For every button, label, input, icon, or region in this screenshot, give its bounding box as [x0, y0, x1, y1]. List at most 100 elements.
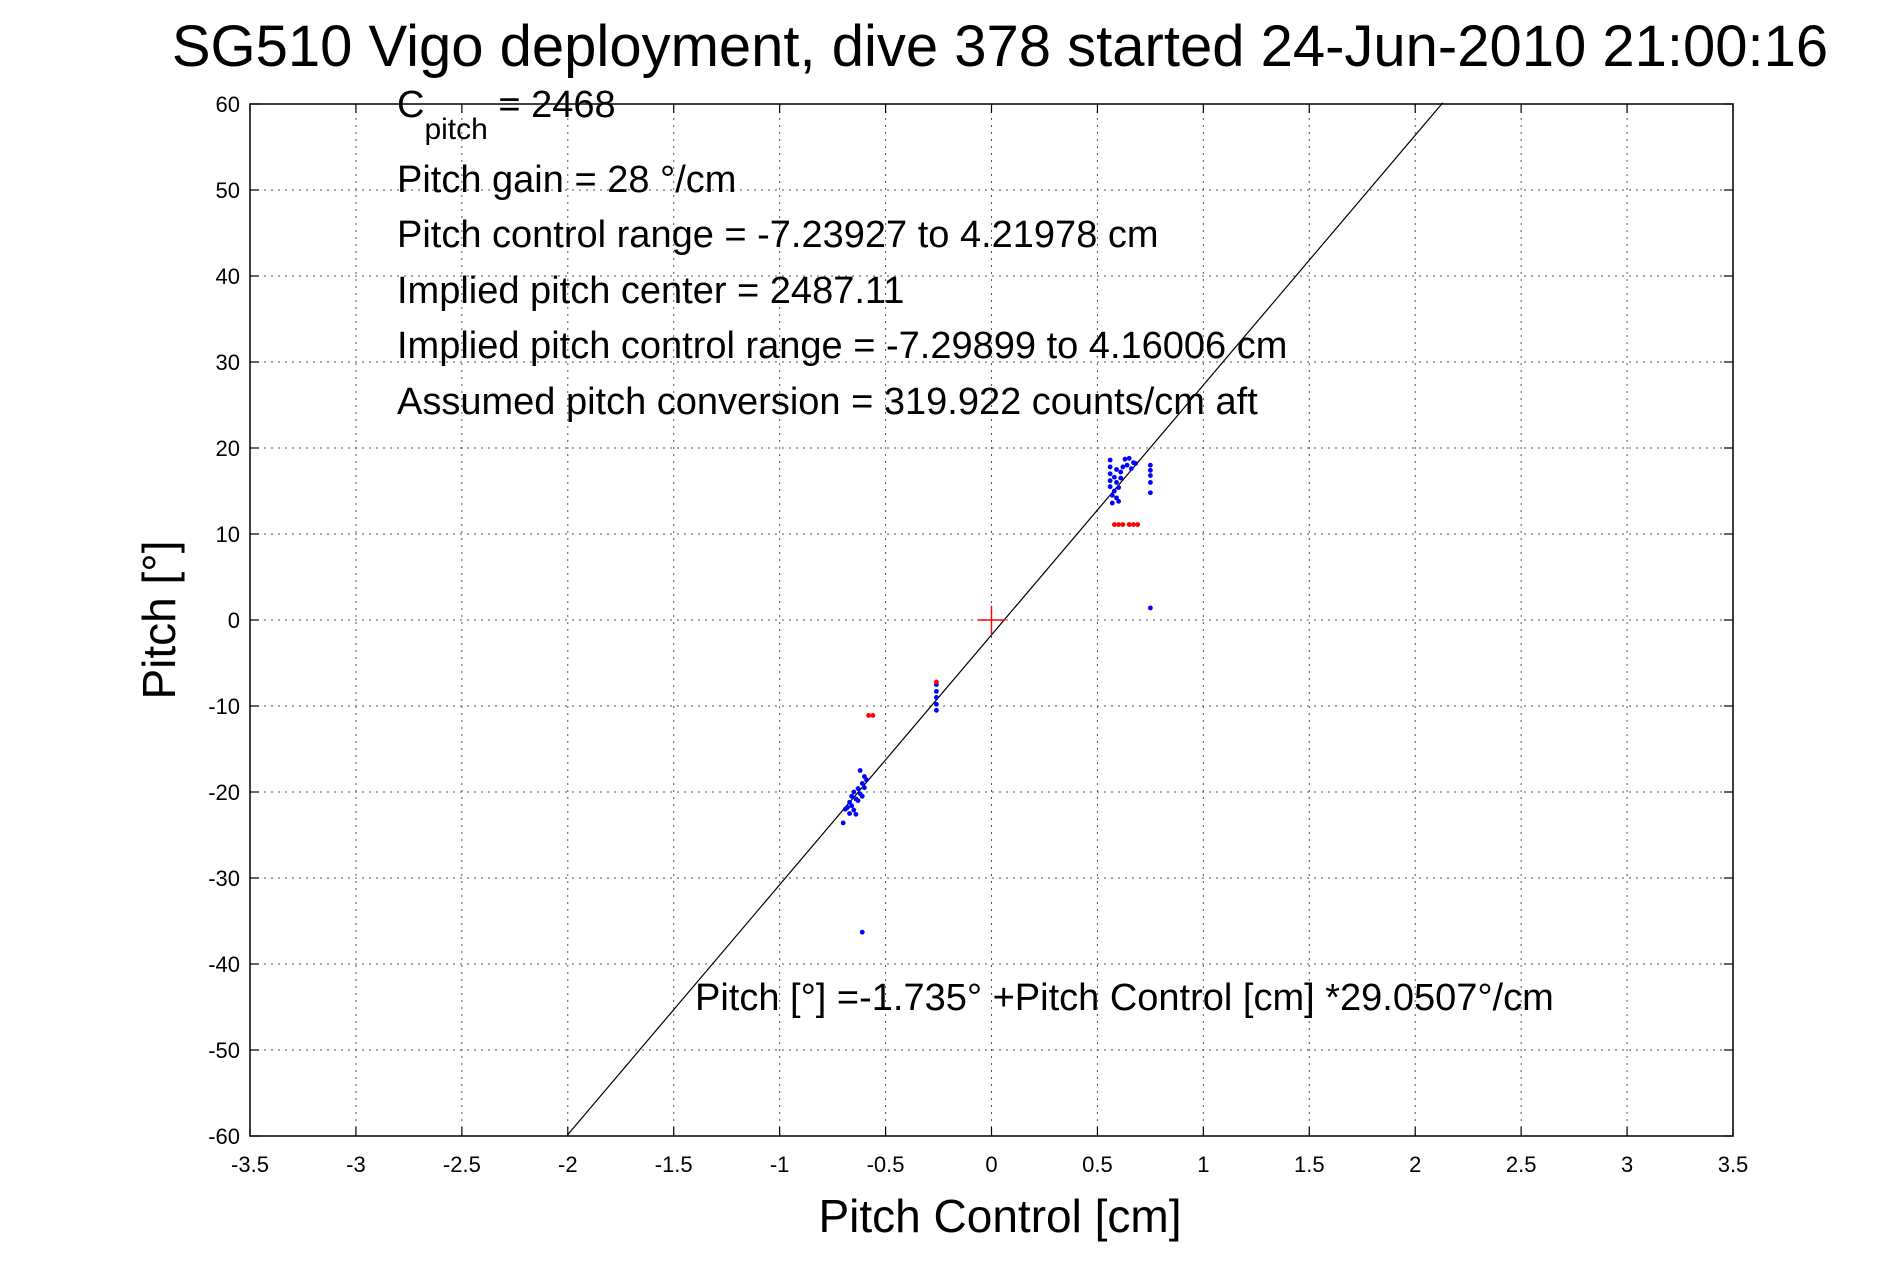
- chart-title: SG510 Vigo deployment, dive 378 started …: [172, 14, 1828, 79]
- x-tick-label: 3.5: [1718, 1152, 1749, 1177]
- implied-pitch-center-annotation: Implied pitch center = 2487.11: [397, 270, 904, 312]
- data-point-red: [1126, 522, 1132, 527]
- data-point-blue: [1122, 456, 1128, 462]
- data-point-blue: [1111, 488, 1117, 494]
- y-tick-label: 30: [216, 350, 240, 375]
- data-point-blue: [1120, 464, 1126, 470]
- data-point-blue: [849, 793, 855, 799]
- data-point-red: [870, 713, 876, 718]
- data-point-blue: [1107, 484, 1113, 490]
- x-tick-label: 0: [985, 1152, 997, 1177]
- data-point-blue: [1126, 455, 1132, 461]
- data-point-blue: [1147, 462, 1153, 468]
- data-point-red: [934, 679, 939, 685]
- data-point-red: [1135, 522, 1141, 527]
- data-point-blue: [934, 707, 939, 713]
- y-tick-label: -50: [208, 1038, 240, 1063]
- data-point-blue: [1114, 495, 1119, 501]
- y-tick-label: -10: [208, 694, 240, 719]
- data-point-blue: [861, 785, 867, 791]
- x-tick-label: 0.5: [1082, 1152, 1113, 1177]
- y-tick-label: -20: [208, 780, 240, 805]
- data-point-blue: [1116, 485, 1122, 490]
- data-point-blue: [1133, 461, 1138, 466]
- data-point-blue: [1147, 605, 1153, 611]
- data-point-blue: [1111, 474, 1117, 480]
- data-point-blue: [849, 803, 855, 809]
- y-tick-label: -60: [208, 1124, 240, 1149]
- data-point-blue: [1118, 469, 1124, 475]
- data-point-blue: [1147, 480, 1153, 485]
- x-tick-label: 2: [1409, 1152, 1421, 1177]
- data-point-blue: [853, 811, 859, 817]
- data-point-blue: [855, 798, 861, 803]
- data-point-blue: [847, 811, 852, 816]
- data-point-blue: [1107, 464, 1113, 470]
- data-point-blue: [855, 786, 861, 791]
- y-tick-label: 50: [216, 178, 240, 203]
- data-point-blue: [861, 774, 867, 779]
- x-axis-title: Pitch Control [cm]: [819, 1190, 1182, 1242]
- data-point-blue: [1116, 498, 1122, 504]
- x-tick-label: -3: [346, 1152, 366, 1177]
- data-point-blue: [859, 929, 865, 935]
- x-tick-label: 1.5: [1294, 1152, 1325, 1177]
- data-point-blue: [934, 688, 939, 694]
- assumed-pitch-conversion-annotation: Assumed pitch conversion = 319.922 count…: [397, 381, 1258, 423]
- data-point-red: [1120, 522, 1126, 527]
- data-point-blue: [1147, 490, 1153, 496]
- x-tick-label: 3: [1621, 1152, 1633, 1177]
- data-point-blue: [851, 807, 857, 813]
- c-pitch-main: C: [397, 84, 424, 126]
- implied-pitch-control-range-annotation: Implied pitch control range = -7.29899 t…: [397, 325, 1287, 367]
- y-tick-label: -40: [208, 952, 240, 977]
- data-point-red: [1111, 522, 1117, 527]
- data-point-blue: [851, 789, 857, 795]
- data-point-blue: [1109, 500, 1115, 506]
- data-point-blue: [1107, 478, 1113, 484]
- data-point-blue: [1124, 462, 1130, 468]
- x-tick-label: -2.5: [443, 1152, 481, 1177]
- c-pitch-subscript: pitch: [424, 113, 487, 146]
- x-tick-label: -0.5: [867, 1152, 905, 1177]
- x-tick-label: 1: [1197, 1152, 1209, 1177]
- data-point-blue: [864, 777, 869, 783]
- data-point-blue: [847, 799, 852, 805]
- c-pitch-annotation: Cpitch = 2468: [397, 84, 616, 146]
- data-point-blue: [1147, 473, 1153, 478]
- x-tick-label: -1: [770, 1152, 790, 1177]
- data-point-blue: [1118, 475, 1124, 481]
- data-point-blue: [934, 701, 939, 707]
- c-pitch-value: = 2468: [488, 84, 616, 126]
- x-tick-label: -2: [558, 1152, 578, 1177]
- data-point-red: [1116, 522, 1122, 527]
- data-point-red: [1131, 522, 1136, 527]
- data-point-blue: [934, 695, 939, 700]
- data-point-blue: [857, 768, 863, 773]
- x-tick-label: -1.5: [655, 1152, 693, 1177]
- data-points: [840, 455, 1153, 935]
- parameter-annotations: Cpitch = 2468 Pitch gain = 28 °/cm Pitch…: [397, 84, 1554, 1019]
- data-point-blue: [1128, 466, 1134, 472]
- y-tick-label: 60: [216, 92, 240, 117]
- data-point-blue: [840, 820, 846, 826]
- data-point-blue: [1147, 467, 1153, 473]
- data-point-blue: [1114, 467, 1119, 472]
- axis-ticks: -3.5 -3 -2.5 -2 -1.5 -1 -0.5 0 0.5 1 1.5 2 2.5 3 3.5 -6…: [208, 92, 1748, 1177]
- data-point-blue: [1114, 480, 1119, 485]
- data-point-blue: [859, 781, 865, 786]
- fit-equation-annotation: Pitch [°] =-1.735° +Pitch Control [cm] *…: [695, 977, 1554, 1019]
- x-tick-label: 2.5: [1506, 1152, 1537, 1177]
- fit-line-layer: [567, 102, 1444, 1135]
- data-point-blue: [859, 793, 865, 799]
- pitch-control-range-annotation: Pitch control range = -7.23927 to 4.2197…: [397, 214, 1159, 256]
- fit-line: [567, 102, 1444, 1135]
- data-point-blue: [845, 805, 850, 810]
- y-tick-label: 10: [216, 522, 240, 547]
- y-tick-label: 20: [216, 436, 240, 461]
- y-axis-title: Pitch [°]: [133, 540, 185, 699]
- y-tick-label: 0: [228, 608, 240, 633]
- data-point-blue: [1107, 457, 1113, 463]
